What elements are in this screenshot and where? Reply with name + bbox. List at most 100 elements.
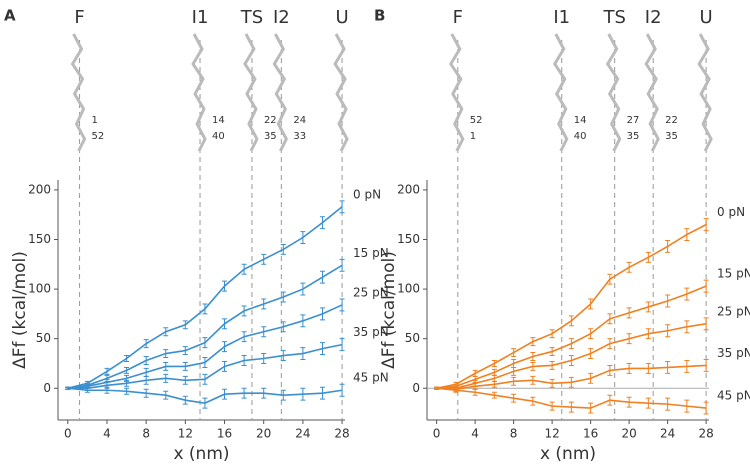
stage-label: U xyxy=(700,7,713,28)
error-bar xyxy=(684,359,690,373)
structure xyxy=(449,33,465,152)
series-label: 45 pN xyxy=(717,389,750,403)
structure xyxy=(191,33,207,152)
error-bar xyxy=(222,280,228,292)
residue-label: 40 xyxy=(212,131,225,142)
error-bar xyxy=(280,291,286,303)
error-bar xyxy=(684,287,690,301)
error-bar xyxy=(202,337,208,349)
error-bar xyxy=(163,361,169,371)
structure xyxy=(605,33,622,152)
panel-label: B xyxy=(374,7,385,25)
error-bar xyxy=(665,360,671,374)
residue-label: 33 xyxy=(293,131,306,142)
error-bar xyxy=(645,362,651,374)
error-bar xyxy=(549,401,555,411)
error-bar xyxy=(703,279,709,293)
error-bar xyxy=(568,338,574,350)
error-bar xyxy=(182,361,188,371)
x-tick-label: 16 xyxy=(583,427,598,441)
error-bar xyxy=(84,387,90,393)
stage-label: I1 xyxy=(192,7,209,28)
x-tick-label: 16 xyxy=(217,427,232,441)
error-bar xyxy=(626,261,632,273)
error-bar xyxy=(665,324,671,338)
error-bar xyxy=(607,364,613,376)
x-tick-label: 0 xyxy=(433,427,441,441)
error-bar xyxy=(684,228,690,241)
y-axis-label: ΔFf (kcal/mol) xyxy=(379,251,399,369)
x-tick-label: 20 xyxy=(256,427,271,441)
stage-label: I2 xyxy=(273,7,290,28)
error-bar xyxy=(319,386,325,400)
error-bar xyxy=(588,328,594,340)
error-bar xyxy=(703,359,709,372)
series-label: 35 pN xyxy=(717,346,750,360)
y-tick-label: 200 xyxy=(397,182,420,196)
error-bar xyxy=(163,390,169,400)
error-bar xyxy=(261,253,267,265)
stage-label: I2 xyxy=(645,7,662,28)
structure xyxy=(243,33,259,152)
x-tick-label: 24 xyxy=(660,427,675,441)
error-bar xyxy=(530,396,536,406)
error-bar xyxy=(511,376,517,386)
error-bar xyxy=(300,387,306,401)
error-bar xyxy=(607,338,613,350)
x-tick-label: 8 xyxy=(142,427,150,441)
error-bar xyxy=(453,387,459,393)
series-label: 0 pN xyxy=(353,187,381,201)
error-bar xyxy=(665,239,671,253)
error-bar xyxy=(241,355,247,366)
error-bar xyxy=(261,387,267,399)
residue-label: 1 xyxy=(92,115,98,126)
x-tick-label: 0 xyxy=(64,427,72,441)
error-bar xyxy=(182,375,188,385)
stage-label: TS xyxy=(240,7,263,28)
error-bar xyxy=(434,386,440,390)
residue-label: 1 xyxy=(470,131,476,142)
error-bar xyxy=(645,251,651,263)
y-tick-label: 150 xyxy=(397,232,420,246)
error-bar xyxy=(530,337,536,347)
error-bar xyxy=(124,355,130,362)
residue-label: 24 xyxy=(293,115,306,126)
error-bar xyxy=(65,386,71,390)
error-bar xyxy=(626,362,632,374)
x-tick-label: 12 xyxy=(544,427,559,441)
error-bar xyxy=(568,376,574,388)
error-bar xyxy=(241,305,247,317)
error-bar xyxy=(182,320,188,330)
series-label: 25 pN xyxy=(353,285,389,299)
error-bar xyxy=(182,346,188,356)
residue-label: 14 xyxy=(212,115,225,126)
x-tick-label: 8 xyxy=(510,427,518,441)
residue-label: 52 xyxy=(92,131,105,142)
error-bar xyxy=(626,396,632,408)
error-bar xyxy=(202,373,208,385)
error-bar xyxy=(222,318,228,330)
residue-label: 14 xyxy=(574,115,587,126)
error-bar xyxy=(280,321,286,333)
error-bar xyxy=(339,383,345,397)
error-bar xyxy=(491,391,497,399)
error-bar xyxy=(280,350,286,361)
error-bar xyxy=(300,347,306,361)
residue-label: 27 xyxy=(627,115,640,126)
residue-label: 22 xyxy=(264,115,277,126)
error-bar xyxy=(163,349,169,359)
error-bar xyxy=(143,339,149,349)
error-bar xyxy=(588,298,594,310)
error-bar xyxy=(104,367,110,375)
error-bar xyxy=(530,361,536,371)
error-bar xyxy=(280,243,286,255)
error-bar xyxy=(684,320,690,334)
error-bar xyxy=(607,273,613,285)
x-tick-label: 12 xyxy=(178,427,193,441)
structure xyxy=(272,33,289,152)
error-bar xyxy=(261,298,267,310)
series-label: 45 pN xyxy=(353,371,389,385)
error-bar xyxy=(568,315,574,327)
error-bar xyxy=(607,394,613,406)
